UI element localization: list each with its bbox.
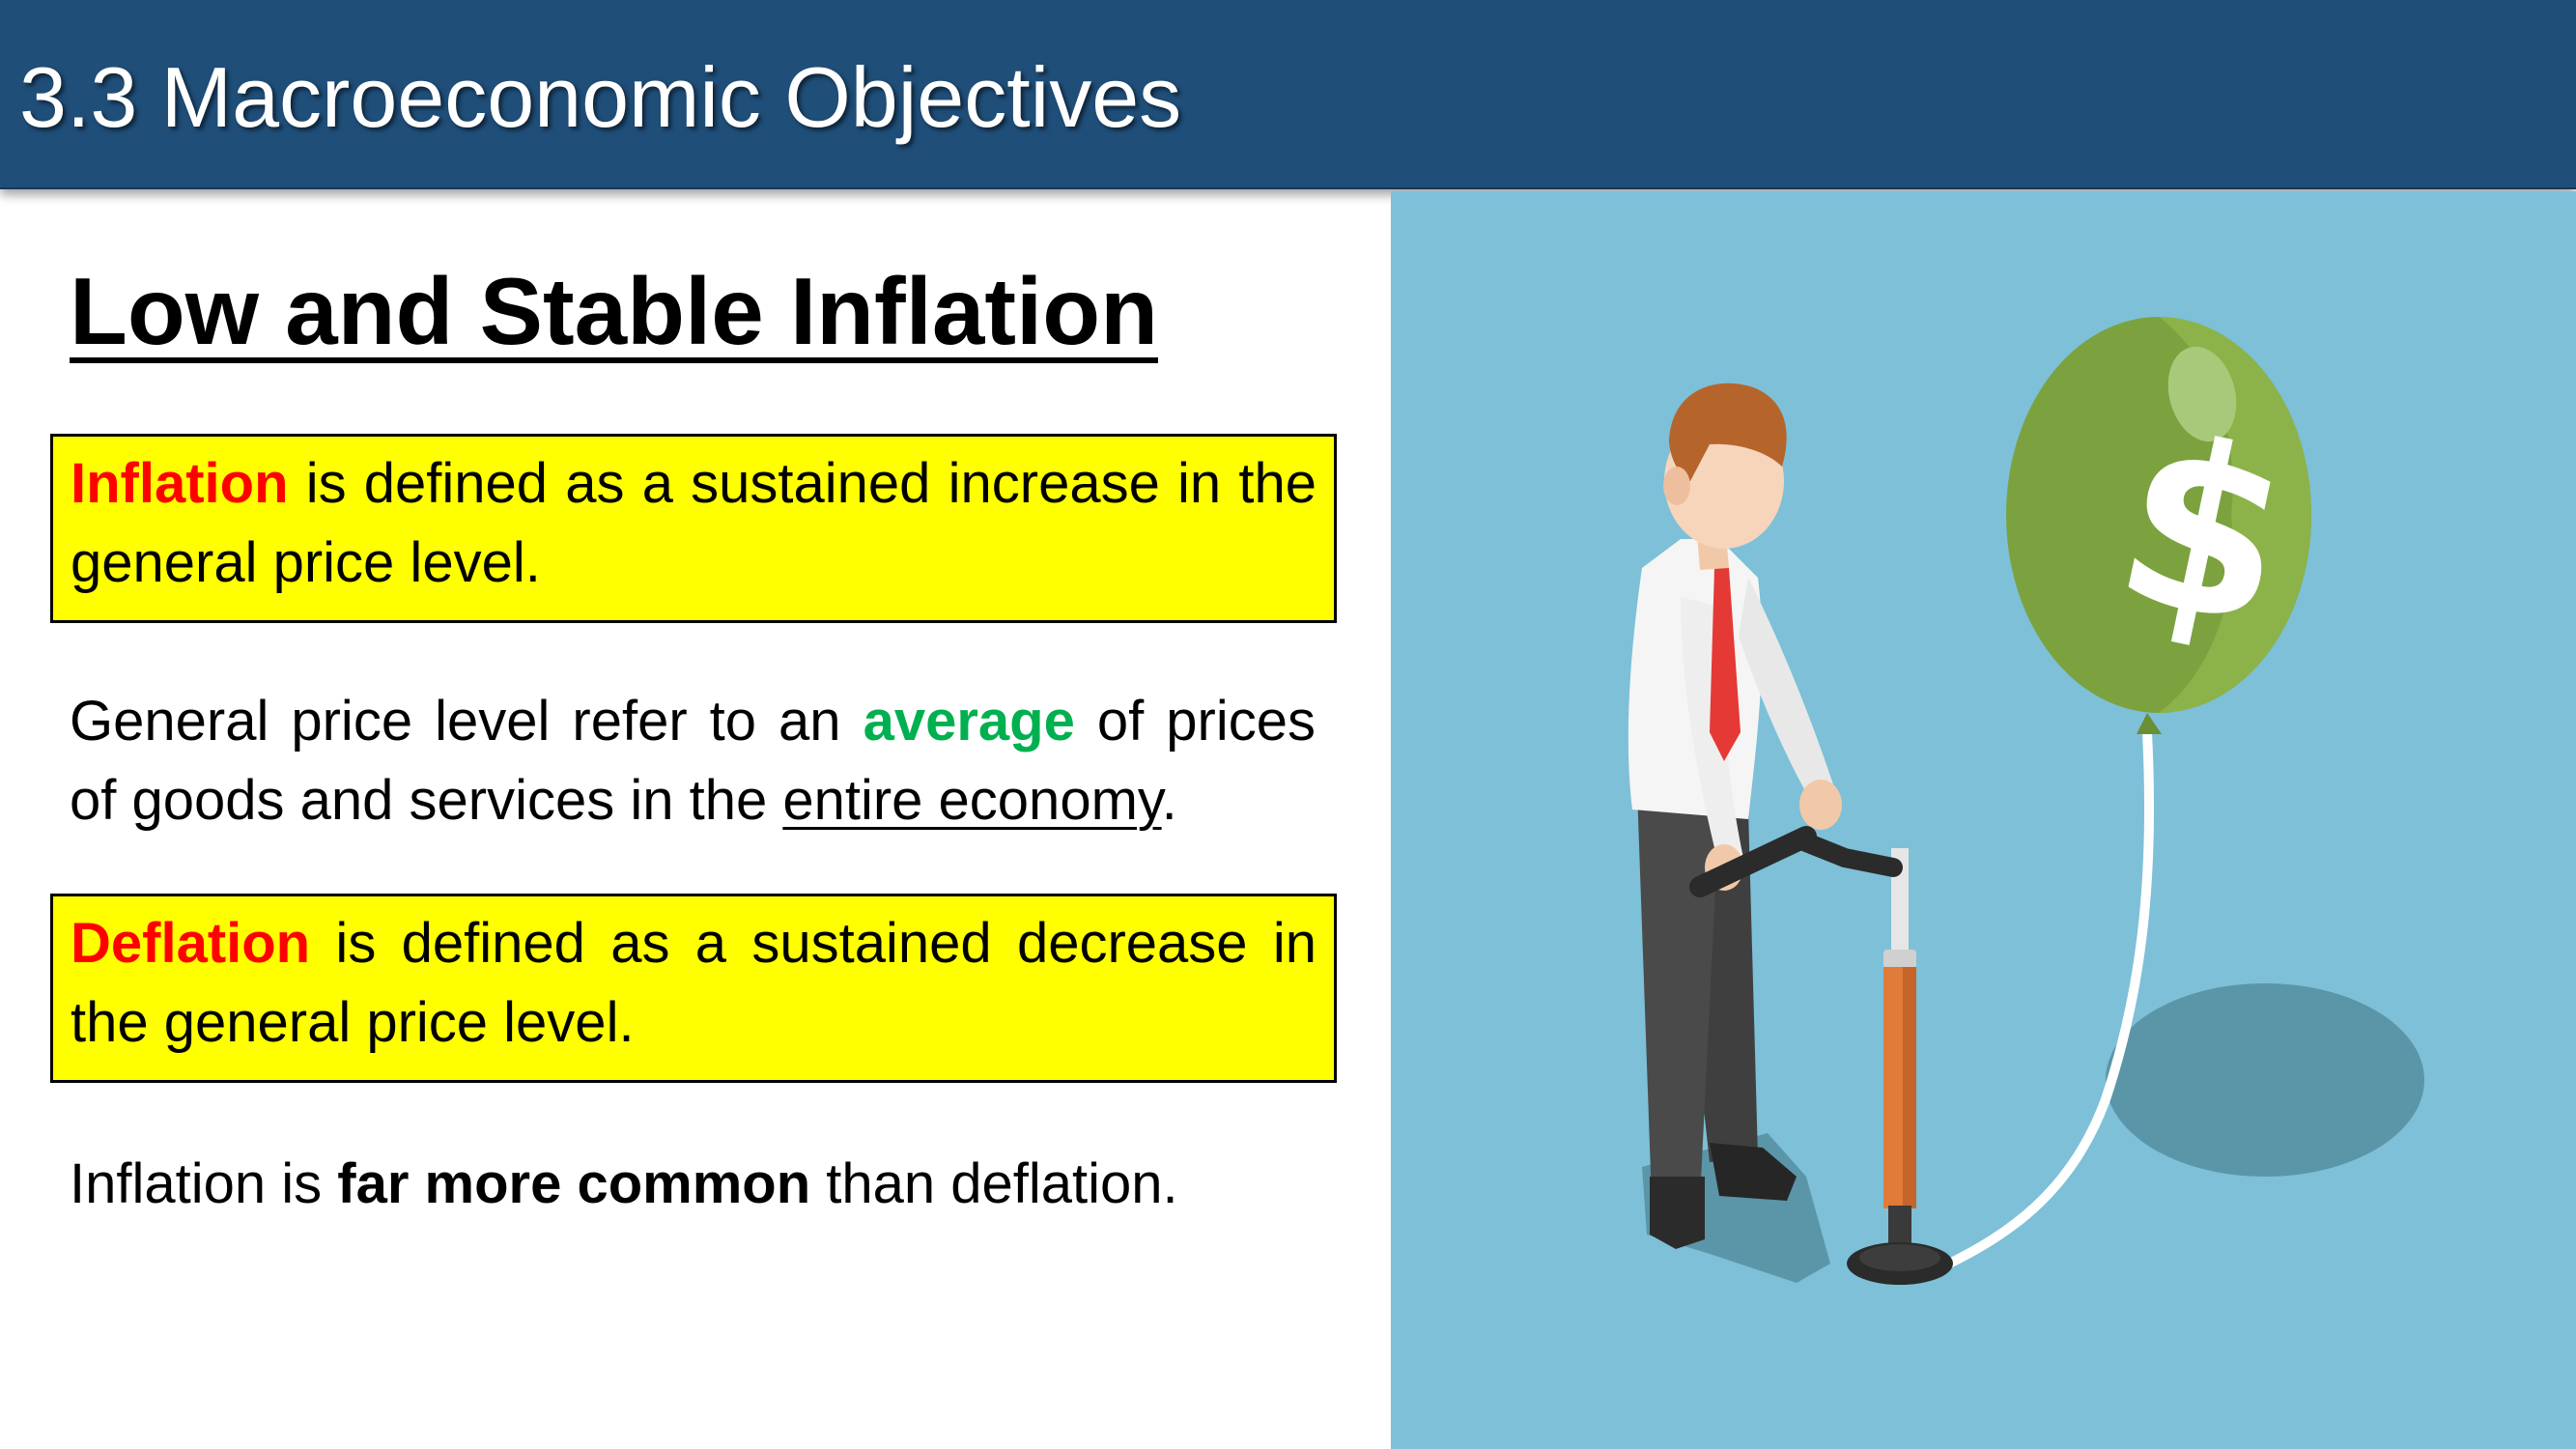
hair	[1669, 383, 1787, 481]
inflation-definition-text: is defined as a sustained increase in th…	[71, 452, 1316, 594]
balloon-shine	[2167, 346, 2237, 442]
inflation-illustration: $	[1391, 191, 2576, 1449]
pump-barrel-shade	[1903, 967, 1916, 1208]
front-hand	[1799, 780, 1842, 830]
inflation-term: Inflation	[71, 452, 289, 515]
front-shoe	[1650, 1177, 1705, 1249]
ear	[1663, 467, 1690, 505]
balloon-string	[1925, 727, 2155, 1278]
comparison-statement: Inflation is far more common than deflat…	[70, 1145, 1316, 1224]
pump-cap	[1883, 950, 1916, 969]
comparison-text-1: Inflation is	[70, 1152, 338, 1215]
balloon-shadow	[2106, 983, 2424, 1177]
average-term: average	[863, 690, 1075, 753]
general-price-text-3: .	[1161, 769, 1177, 832]
back-shoe	[1710, 1143, 1797, 1201]
necktie	[1710, 568, 1741, 761]
man-pumping-balloon-image: $	[1628, 317, 2424, 1285]
inflation-definition-box: Inflation is defined as a sustained incr…	[50, 434, 1337, 623]
balloon-highlight-side	[2159, 317, 2311, 713]
far-more-common-term: far more common	[337, 1152, 811, 1215]
general-price-level-paragraph: General price level refer to an average …	[70, 682, 1316, 840]
pump-handle	[1689, 826, 1817, 897]
front-arm	[1739, 578, 1835, 810]
slide-title: 3.3 Macroeconomic Objectives	[19, 49, 1182, 145]
title-bar: 3.3 Macroeconomic Objectives	[0, 0, 2576, 189]
deflation-definition-box: Deflation is defined as a sustained decr…	[50, 894, 1337, 1083]
deflation-definition-text: is defined as a sustained decrease in th…	[71, 912, 1316, 1054]
balloon-knot	[2137, 713, 2162, 734]
comparison-text-2: than deflation.	[810, 1152, 1178, 1215]
section-heading: Low and Stable Inflation	[70, 258, 1158, 364]
entire-economy-term: entire economy	[782, 769, 1162, 832]
general-price-text-2: of prices of goods and services in the	[70, 690, 1316, 832]
pump-grip	[1792, 831, 1903, 877]
deflation-term: Deflation	[71, 912, 311, 975]
front-leg	[1637, 790, 1719, 1201]
pump-base-top	[1859, 1244, 1940, 1271]
general-price-text-1: General price level refer to an	[70, 690, 863, 753]
